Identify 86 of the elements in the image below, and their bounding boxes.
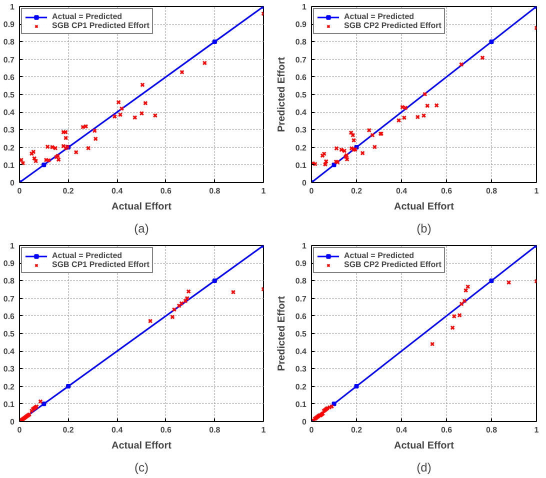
text: (b) bbox=[416, 222, 432, 236]
text: (a) bbox=[134, 222, 149, 236]
y-tick-label: 0.9 bbox=[295, 259, 308, 268]
x-tick-label: 0.6 bbox=[440, 186, 453, 196]
x-tick-label: 1 bbox=[261, 426, 266, 434]
x-tick-label: 1 bbox=[534, 426, 540, 434]
legend-label: SGB CP1 Predicted Effort bbox=[52, 21, 150, 30]
y-tick-label: 0.2 bbox=[3, 143, 16, 152]
legend-label: SGB CP2 Predicted Effort bbox=[344, 260, 442, 269]
legend-label: Actual = Predicted bbox=[344, 251, 414, 260]
y-tick-label: 0.4 bbox=[295, 108, 308, 118]
y-tick-label: 0.5 bbox=[3, 90, 16, 100]
x-axis-title: Actual Effort bbox=[112, 202, 172, 212]
y-tick-label: 0.3 bbox=[295, 364, 308, 374]
legend-label: Actual = Predicted bbox=[52, 251, 122, 260]
legend-label: Actual = Predicted bbox=[52, 12, 122, 21]
y-tick-label: 0.9 bbox=[3, 259, 16, 268]
x-axis-title: Actual Effort bbox=[112, 440, 172, 452]
x-tick-label: 0.8 bbox=[209, 186, 221, 196]
y-tick-label: 1 bbox=[302, 2, 308, 12]
y-tick-label: 0.8 bbox=[295, 38, 308, 47]
y-tick-label: 0 bbox=[302, 418, 308, 426]
y-tick-label: 0.5 bbox=[295, 90, 308, 100]
y-tick-label: 0.7 bbox=[295, 55, 308, 64]
y-tick-label: 0.9 bbox=[3, 20, 16, 30]
x-tick-label: 0.2 bbox=[350, 426, 363, 434]
x-axis-title: Actual Effort bbox=[394, 202, 455, 212]
x-tick-label: 0.6 bbox=[160, 186, 172, 196]
y-tick-label: 0.8 bbox=[3, 276, 16, 286]
x-tick-label: 1 bbox=[261, 186, 266, 196]
y-tick-label: 0.9 bbox=[295, 20, 308, 30]
y-tick-label: 0.3 bbox=[3, 364, 16, 374]
y-tick-label: 0.3 bbox=[3, 126, 16, 135]
x-tick-label: 0 bbox=[17, 426, 22, 434]
x-tick-label: 0.2 bbox=[62, 426, 74, 434]
y-tick-label: 1 bbox=[302, 242, 308, 250]
x-tick-label: 0.4 bbox=[396, 426, 408, 434]
y-tick-label: 0.5 bbox=[3, 330, 16, 338]
x-tick-label: 0.4 bbox=[396, 186, 408, 196]
y-tick-label: 0.1 bbox=[3, 400, 16, 409]
y-tick-label: 0.4 bbox=[295, 347, 308, 356]
x-tick-label: 0.6 bbox=[440, 426, 453, 434]
x-tick-label: 0 bbox=[309, 186, 314, 196]
y-tick-label: 0 bbox=[302, 178, 308, 188]
y-tick-label: 1 bbox=[10, 2, 16, 12]
y-tick-label: 0.4 bbox=[3, 347, 16, 356]
y-tick-label: 0.2 bbox=[295, 382, 308, 392]
x-tick-label: 0.2 bbox=[350, 186, 363, 196]
x-tick-label: 0.4 bbox=[112, 186, 124, 196]
text: (c) bbox=[134, 460, 149, 474]
y-tick-label: 0 bbox=[10, 418, 16, 426]
x-tick-label: 0.4 bbox=[112, 426, 124, 434]
y-axis-title: Predicted Effort bbox=[276, 56, 288, 132]
legend-label: SGB CP1 Predicted Effort bbox=[52, 260, 150, 269]
y-tick-label: 0.8 bbox=[295, 276, 308, 286]
y-tick-label: 0.1 bbox=[3, 160, 16, 170]
y-tick-label: 0.7 bbox=[295, 294, 308, 304]
x-tick-label: 0.2 bbox=[62, 186, 74, 196]
x-tick-label: 0.8 bbox=[486, 426, 498, 434]
legend-label: Actual = Predicted bbox=[344, 12, 414, 21]
y-tick-label: 0.8 bbox=[3, 38, 16, 47]
y-axis-title: Predicted Effort bbox=[276, 295, 288, 372]
legend-label: SGB CP2 Predicted Effort bbox=[344, 21, 442, 30]
y-tick-label: 0.6 bbox=[3, 72, 16, 82]
y-tick-label: 0.6 bbox=[295, 312, 308, 321]
y-tick-label: 0.1 bbox=[295, 400, 308, 409]
x-tick-label: 0.8 bbox=[486, 186, 498, 196]
text: (d) bbox=[416, 460, 432, 474]
y-tick-label: 0.4 bbox=[3, 108, 16, 118]
y-tick-label: 0.6 bbox=[295, 72, 308, 82]
x-tick-label: 1 bbox=[534, 186, 540, 196]
x-axis-title: Actual Effort bbox=[394, 440, 455, 452]
y-tick-label: 0.2 bbox=[295, 143, 308, 152]
x-tick-label: 0 bbox=[17, 186, 22, 196]
y-tick-label: 0.3 bbox=[295, 126, 308, 135]
x-tick-label: 0 bbox=[309, 426, 314, 434]
y-tick-label: 0.7 bbox=[3, 294, 16, 304]
y-tick-label: 0.1 bbox=[295, 160, 308, 170]
y-tick-label: 1 bbox=[10, 242, 16, 250]
y-tick-label: 0.7 bbox=[3, 55, 16, 64]
x-tick-label: 0.8 bbox=[209, 426, 221, 434]
y-tick-label: 0.5 bbox=[295, 330, 308, 338]
y-tick-label: 0.2 bbox=[3, 382, 16, 392]
y-tick-label: 0 bbox=[10, 178, 16, 188]
y-tick-label: 0.6 bbox=[3, 312, 16, 321]
x-tick-label: 0.6 bbox=[160, 426, 172, 434]
